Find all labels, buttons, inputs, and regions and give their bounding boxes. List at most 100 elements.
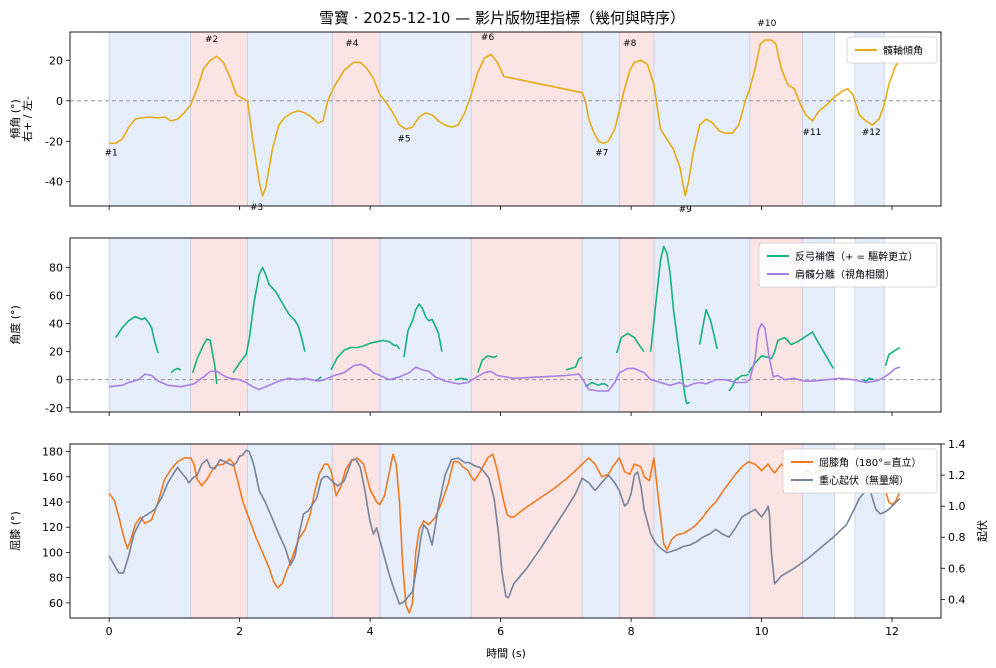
series-1-line [477,355,498,373]
y2-tick-label: 1.4 [948,438,966,451]
y-tick-label: 20 [49,346,63,359]
event-label: #12 [862,128,881,138]
event-label: #3 [250,203,263,213]
legend-label: 髖軸傾角 [883,44,923,57]
phase-band [247,238,333,412]
phase-band [619,238,654,412]
y-tick-label: 100 [42,546,63,559]
x-tick-label: 4 [367,625,374,638]
panel-3: 60 80 100 120 140 160 180 0.4 0.6 0.8 1.0 1.2 1.4 0 2 4… [9,438,989,638]
series-2-line [109,322,901,392]
y-tick-label: 120 [42,521,63,534]
series-1-line [317,376,322,381]
series-1-line [395,344,401,350]
y-tick-label: -20 [45,402,63,415]
x-tick-label: 0 [106,625,113,638]
phase-band [332,238,380,412]
series-1-line [115,315,159,354]
series-1-line [109,39,901,197]
y-tick-label: 140 [42,496,63,509]
y2-axis-label: 起伏 [975,520,989,542]
x-axis-label: 時間 (s) [486,647,526,660]
panel-2: 80 60 40 20 0 -20 角度 (°) 反弓補償（+ = 驅幹更立） 肩髖分離（視角相… [8,237,942,416]
legend-label: 肩髖分離（視角相關） [795,268,895,281]
x-tick-label: 6 [497,625,504,638]
axes-frame [69,237,942,413]
y-tick-label: 0 [56,374,63,387]
phase-band [379,32,472,206]
y-tick-label: -40 [45,176,63,189]
phase-band [749,32,803,206]
event-label: #1 [104,148,117,158]
event-label: #11 [802,128,821,138]
phase-band [190,444,248,618]
phase-band [190,238,248,412]
series-1-line [698,308,718,350]
series-1-line [747,331,834,374]
series-1-line [584,381,609,388]
legend-label: 屈膝角（180°=直立） [819,456,921,469]
legend-box [758,242,938,288]
phase-band [653,32,750,206]
y-tick-label: 160 [42,471,63,484]
series-1-line [862,377,875,382]
series-1-line [615,332,645,354]
phase-band [582,32,620,206]
y-tick-label: 80 [49,261,63,274]
phase-band [471,444,583,618]
phase-band [247,32,333,206]
event-label: #2 [205,35,218,45]
legend: 反弓補償（+ = 驅幹更立） 肩髖分離（視角相關） [758,242,938,288]
y-axis-label: 角度 (°) [8,305,22,345]
y-tick-label: 0 [56,95,63,108]
series-1-line [454,377,469,381]
panel-1: 20 0 -20 -40 傾角 (°) 右+ / 左- #1 #2 #3 #4 #5 #6 #7 #8 #9… [8,19,942,215]
phase-band [582,238,620,412]
legend: 屈膝角（180°=直立） 重心起伏（無量綱） [782,448,938,494]
series-1-line [108,453,901,614]
phase-band [471,32,583,206]
y-axis-label: 傾角 (°) [8,99,22,139]
event-label: #6 [481,33,495,43]
event-label: #9 [679,205,693,215]
phase-band [247,444,333,618]
x-tick-label: 2 [236,625,243,638]
event-label: #4 [345,39,359,49]
series-1-line [330,339,397,371]
y-tick-label: 80 [49,572,63,585]
y-tick-label: 180 [42,446,63,459]
y2-tick-label: 0.6 [948,562,966,575]
phase-band [582,444,620,618]
legend: 髖軸傾角 [846,36,938,64]
series-1-line [232,266,306,374]
event-label: #8 [623,39,637,49]
phase-band [471,238,583,412]
event-label: #5 [397,134,410,144]
y-tick-label: 20 [49,54,63,67]
series-1-line [649,245,691,405]
axes-frame [69,443,942,619]
series-1-line [728,373,749,392]
y2-tick-label: 1.2 [948,469,966,482]
series-1-line [884,346,901,366]
y-tick-label: 60 [49,597,63,610]
phase-band [109,444,191,618]
y2-tick-label: 0.4 [948,593,966,606]
series-1-line [403,303,443,358]
legend-box [846,36,938,64]
series-2-line [108,449,901,605]
phase-band [190,32,248,206]
legend-box [782,448,938,494]
phase-band [619,32,654,206]
phase-band [653,444,750,618]
figure-title: 雪寶 · 2025-12-10 — 影片版物理指標（幾何與時序） [319,9,685,27]
phase-band [379,444,472,618]
event-label: #7 [595,148,608,158]
y-axis-label: 屈膝 (°) [9,511,22,551]
x-tick-label: 8 [628,625,635,638]
y-axis-label: 右+ / 左- [20,96,34,142]
series-1-line [191,338,218,384]
axes-frame [69,31,942,207]
series-1-line [170,367,182,374]
